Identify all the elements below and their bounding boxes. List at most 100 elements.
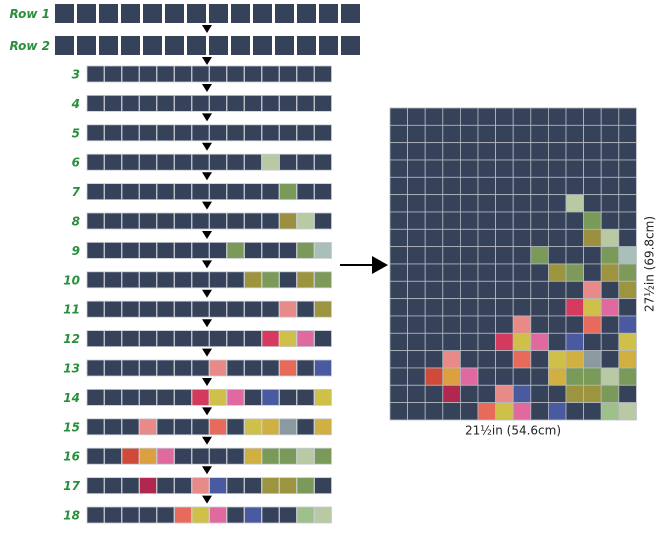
- grid-cell: [548, 159, 567, 178]
- row-cell: [139, 183, 157, 201]
- row-cell: [156, 447, 175, 465]
- row-cell: [296, 65, 315, 83]
- row-cell: [226, 477, 245, 495]
- row-cell: [209, 4, 228, 23]
- row-cell: [314, 95, 332, 112]
- grid-cell: [618, 159, 637, 178]
- row-cell: [275, 4, 294, 23]
- row-cell: [156, 330, 175, 348]
- row-cell: [279, 153, 297, 171]
- grid-cell: [442, 384, 461, 404]
- grid-cell: [512, 246, 532, 265]
- grid-cell: [512, 124, 532, 144]
- row-cell: [139, 241, 157, 259]
- grid-cell: [442, 350, 461, 369]
- row-cell: [314, 447, 332, 465]
- grid-cell: [389, 159, 409, 178]
- grid-cell: [530, 350, 549, 369]
- grid-cell: [565, 350, 585, 369]
- row-cell: [314, 271, 332, 289]
- row-cell: [279, 477, 297, 495]
- row-cell: [314, 65, 332, 83]
- grid-cell: [512, 332, 532, 352]
- grid-cell: [600, 176, 620, 196]
- row-cell: [209, 183, 227, 201]
- grid-cell: [407, 350, 426, 369]
- row-cell: [86, 124, 105, 142]
- row-cell: [244, 95, 262, 112]
- grid-cell: [495, 298, 514, 317]
- row-cell: [156, 124, 175, 142]
- grid-cell: [424, 211, 444, 230]
- grid-cell: [424, 124, 444, 144]
- row-cell: [226, 359, 245, 377]
- grid-cell: [424, 384, 444, 404]
- row-cell: [156, 300, 175, 318]
- row-cell: [209, 212, 227, 230]
- grid-cell: [548, 124, 567, 144]
- grid-cell: [530, 402, 549, 421]
- row-cell: [77, 4, 96, 23]
- grid-cell: [583, 176, 602, 196]
- row-cell: [139, 212, 157, 230]
- grid-cell: [565, 280, 585, 300]
- grid-cell: [407, 298, 426, 317]
- row-cell: [104, 95, 122, 112]
- row-cell: [244, 300, 262, 318]
- grid-cell: [407, 124, 426, 144]
- grid-cell: [512, 211, 532, 230]
- row-cell: [86, 95, 105, 112]
- row-cell: [139, 330, 157, 348]
- grid-cell: [442, 246, 461, 265]
- row-cell: [209, 95, 227, 112]
- row-cell: [279, 212, 297, 230]
- row-cell: [86, 65, 105, 83]
- grid-cell: [495, 194, 514, 213]
- grid-cell: [389, 332, 409, 352]
- row-cell: [226, 65, 245, 83]
- grid-cell: [389, 246, 409, 265]
- grid-cell: [565, 315, 585, 334]
- row-cell: [191, 65, 210, 83]
- row-cell: [191, 447, 210, 465]
- row-cell: [191, 330, 210, 348]
- row-cell: [296, 447, 315, 465]
- grid-cell: [618, 280, 637, 300]
- down-arrow: [202, 260, 212, 269]
- grid-cell: [442, 142, 461, 161]
- row-cell: [261, 359, 280, 377]
- row-label: 7: [72, 185, 81, 199]
- row-cell: [104, 124, 122, 142]
- grid-cell: [583, 402, 602, 421]
- row-cell: [279, 388, 297, 406]
- grid-cell: [459, 263, 479, 282]
- grid-cell: [600, 211, 620, 230]
- grid-cell: [530, 246, 549, 265]
- row-cell: [209, 36, 228, 55]
- grid-cell: [407, 332, 426, 352]
- grid-cell: [512, 384, 532, 404]
- row-cell: [191, 300, 210, 318]
- row-cell: [209, 330, 227, 348]
- grid-cell: [565, 332, 585, 352]
- row-cell: [156, 271, 175, 289]
- grid-cell: [495, 350, 514, 369]
- row-cell: [174, 153, 192, 171]
- row-cell: [139, 506, 157, 524]
- row-cell: [156, 477, 175, 495]
- grid-cell: [477, 107, 497, 126]
- row-cell: [139, 477, 157, 495]
- grid-cell: [600, 298, 620, 317]
- row-cell: [244, 418, 262, 436]
- row-cell: [121, 124, 140, 142]
- grid-cell: [600, 194, 620, 213]
- row-label: 10: [63, 273, 80, 287]
- row-cell: [226, 241, 245, 259]
- row-cell: [261, 271, 280, 289]
- grid-cell: [495, 367, 514, 386]
- grid-cell: [583, 194, 602, 213]
- grid-cell: [583, 332, 602, 352]
- row-label: 3: [72, 68, 80, 82]
- grid-cell: [389, 176, 409, 196]
- row-cell: [191, 506, 210, 524]
